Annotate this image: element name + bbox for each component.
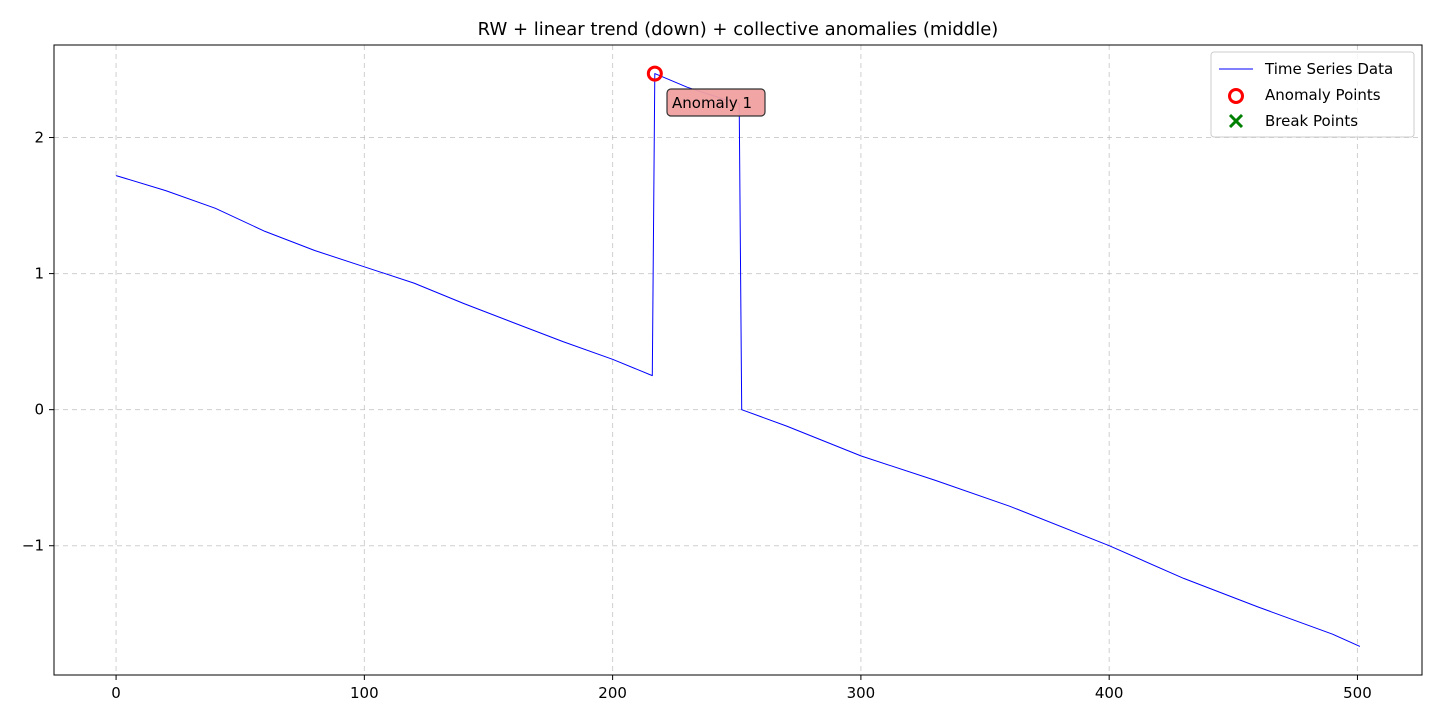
y-tick-label: 1 xyxy=(34,265,44,283)
axis-ticks: 0 100 200 300 400 500 −1 0 1 2 xyxy=(22,129,1372,702)
anomaly-layer xyxy=(646,65,663,82)
legend-break-icon xyxy=(1228,113,1244,129)
legend-anomaly-icon xyxy=(1228,88,1244,104)
x-tick-label: 500 xyxy=(1343,684,1372,702)
y-tick-label: −1 xyxy=(22,537,44,555)
x-tick-label: 200 xyxy=(598,684,627,702)
annotation-box xyxy=(666,88,766,117)
x-tick-label: 300 xyxy=(847,684,876,702)
legend-box xyxy=(1210,51,1415,138)
series-layer xyxy=(115,73,1361,647)
legend-label-anomaly: Anomaly Points xyxy=(1265,86,1381,104)
series-line xyxy=(115,73,1361,647)
annotation-layer: Anomaly 1 xyxy=(666,88,766,117)
x-tick-label: 0 xyxy=(111,684,121,702)
anomaly-point xyxy=(646,65,663,82)
grid xyxy=(54,45,1422,675)
legend-label-series: Time Series Data xyxy=(1264,60,1393,78)
legend-label-break: Break Points xyxy=(1265,112,1358,130)
x-tick-label: 400 xyxy=(1095,684,1124,702)
y-tick-label: 2 xyxy=(34,129,44,147)
y-tick-label: 0 xyxy=(34,401,44,419)
plot-frame xyxy=(53,44,1423,676)
chart-title: RW + linear trend (down) + collective an… xyxy=(478,19,999,40)
annotation-label: Anomaly 1 xyxy=(672,94,752,112)
legend: Time Series Data Anomaly Points Break Po… xyxy=(1210,51,1415,138)
x-tick-label: 100 xyxy=(350,684,379,702)
